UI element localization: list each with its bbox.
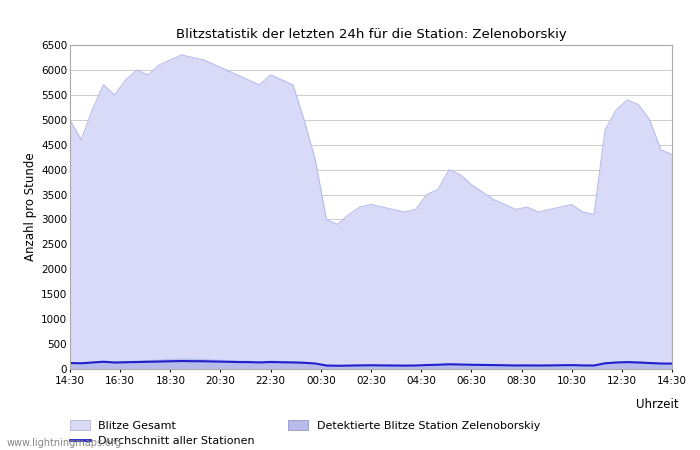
Text: www.lightningmaps.org: www.lightningmaps.org <box>7 438 122 448</box>
Text: Uhrzeit: Uhrzeit <box>636 398 679 411</box>
Y-axis label: Anzahl pro Stunde: Anzahl pro Stunde <box>24 153 37 261</box>
Legend: Blitze Gesamt, Durchschnitt aller Stationen, Detektierte Blitze Station Zelenobo: Blitze Gesamt, Durchschnitt aller Statio… <box>69 420 540 446</box>
Title: Blitzstatistik der letzten 24h für die Station: Zelenoborskiy: Blitzstatistik der letzten 24h für die S… <box>176 28 566 41</box>
